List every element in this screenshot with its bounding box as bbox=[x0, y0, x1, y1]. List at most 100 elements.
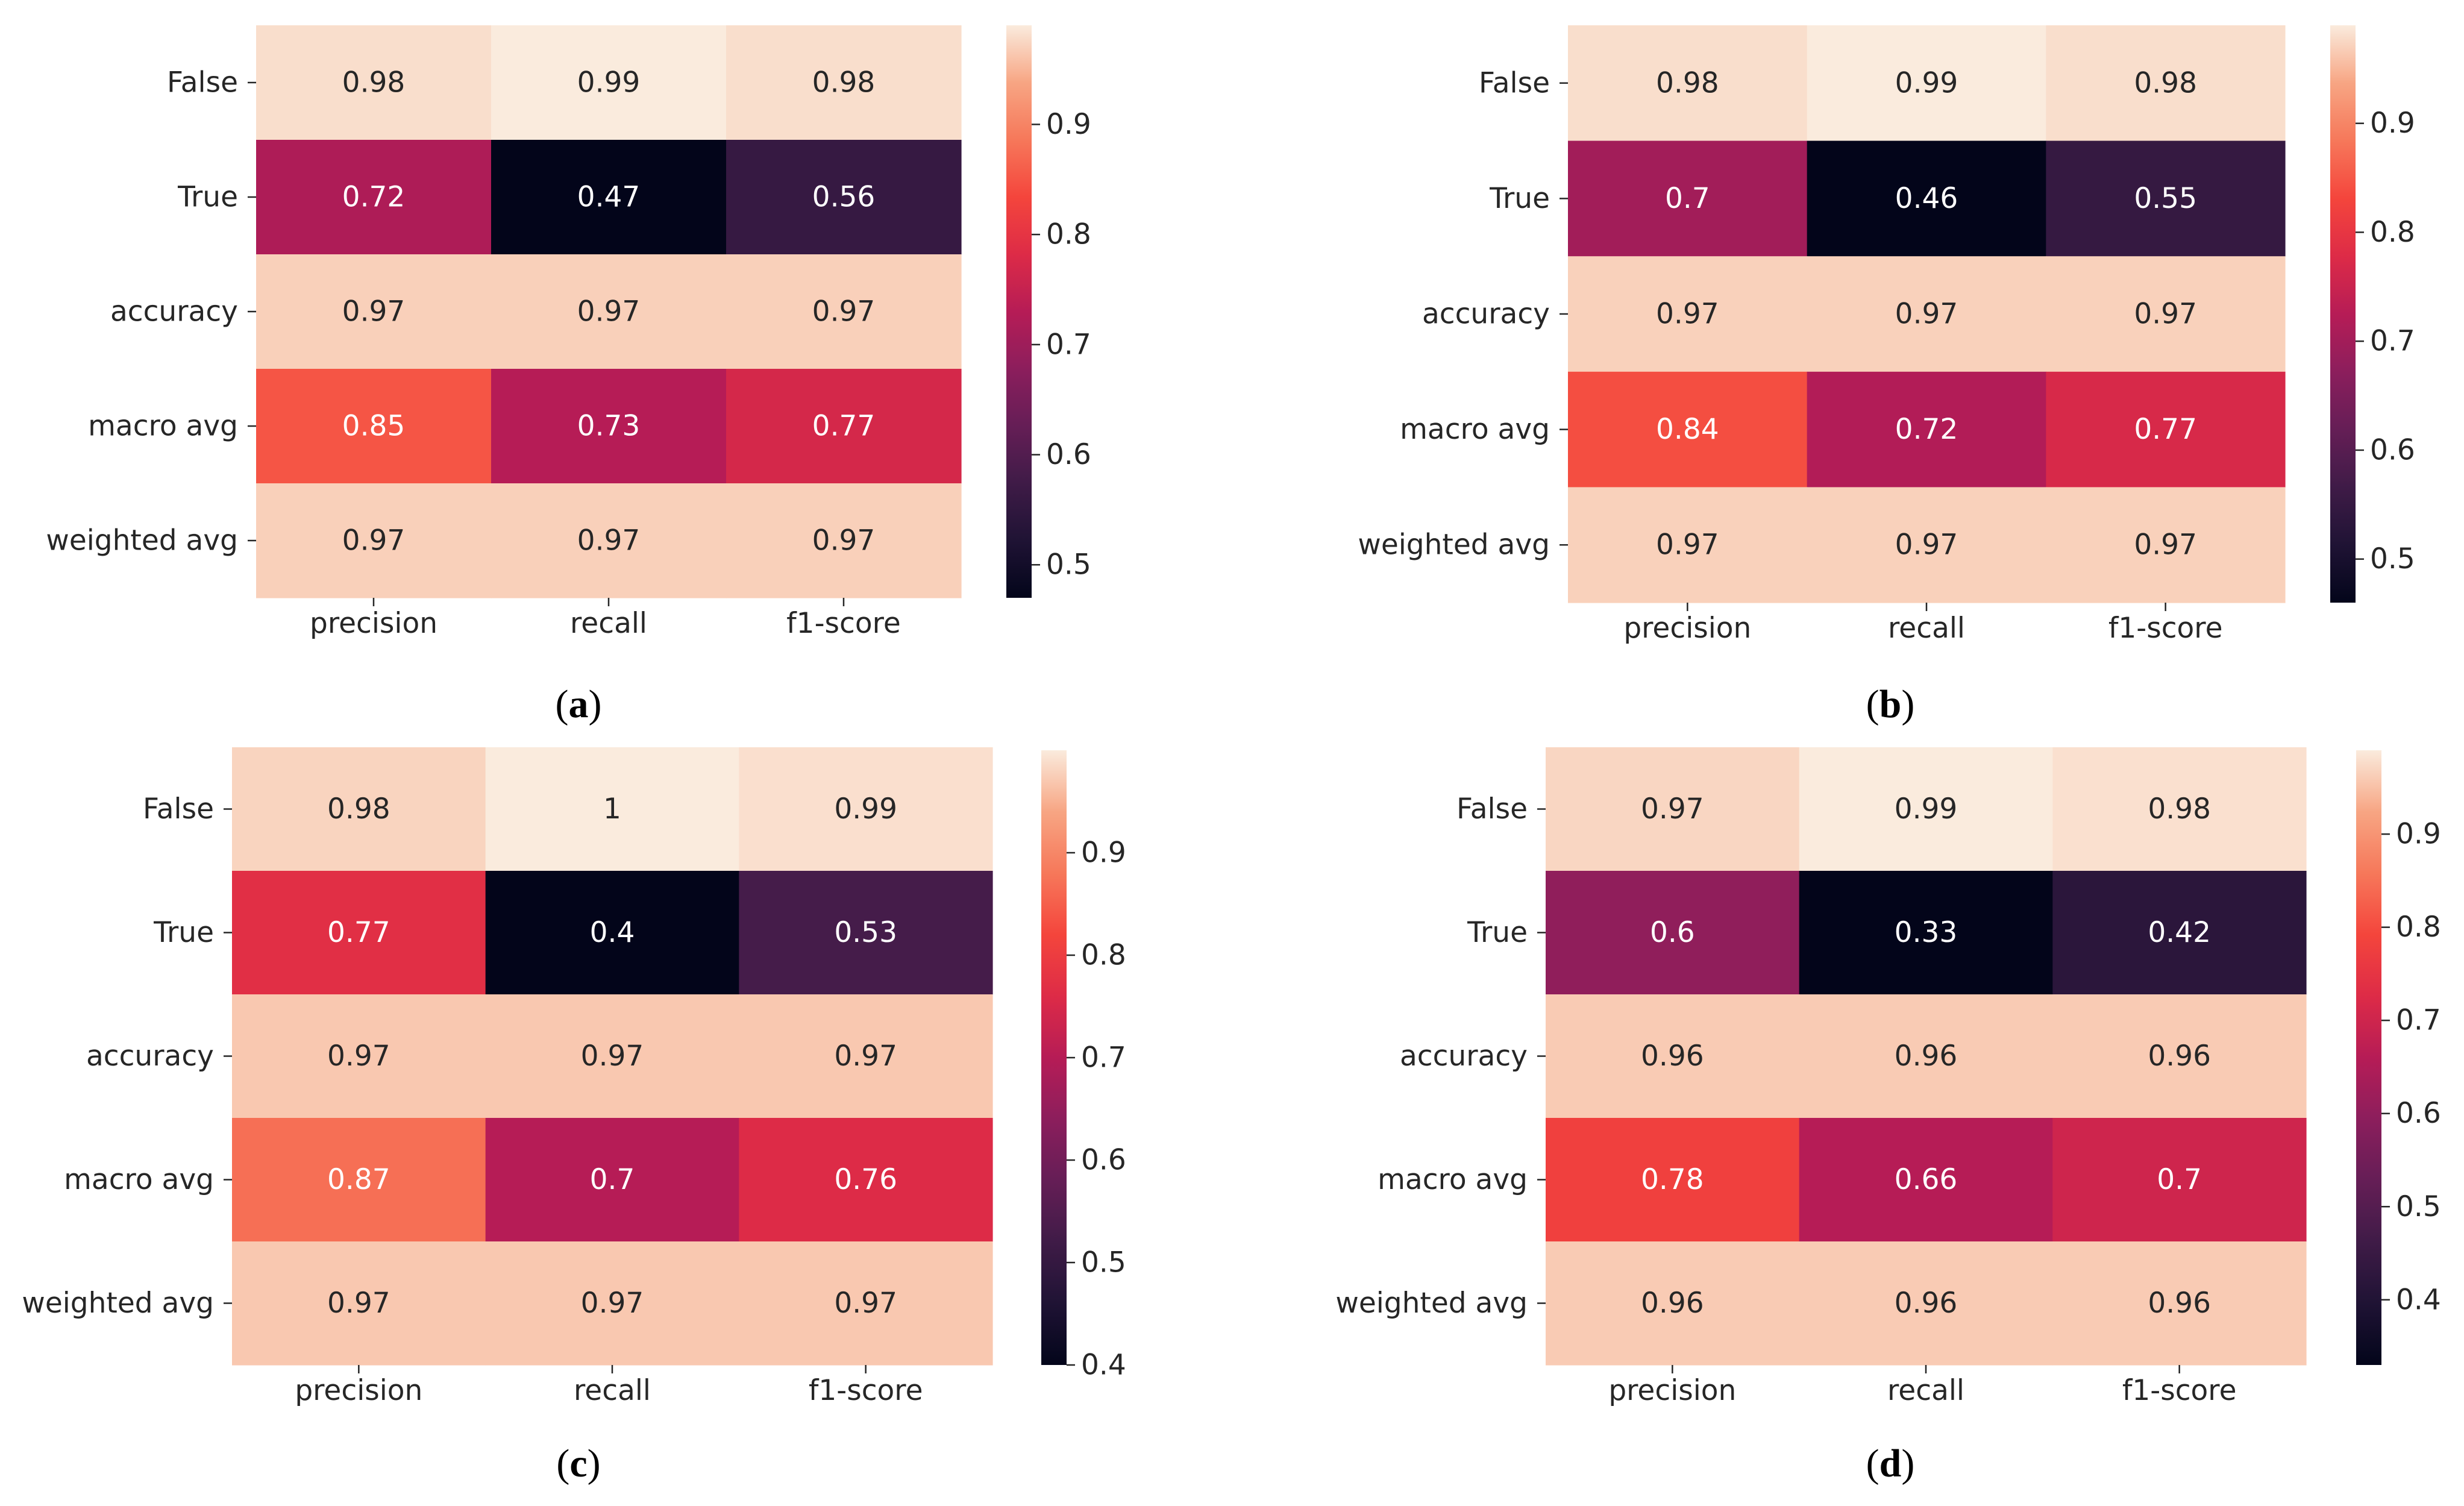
heatmap-cell bbox=[1807, 371, 2046, 488]
colorbar-tick-label: 0.4 bbox=[2396, 1283, 2441, 1316]
cell-value-label: 0.56 bbox=[812, 181, 876, 214]
cell-value-label: 0.78 bbox=[1641, 1163, 1704, 1196]
y-tick-label: False bbox=[167, 66, 238, 99]
cell-value-label: 0.99 bbox=[1895, 66, 1958, 99]
y-tick-label: True bbox=[153, 916, 214, 949]
colorbar-tick-label: 0.6 bbox=[2370, 433, 2415, 466]
cell-value-label: 0.97 bbox=[1656, 298, 1719, 331]
cell-value-label: 0.97 bbox=[834, 1287, 897, 1320]
heatmap-cell bbox=[256, 483, 492, 598]
heatmap-panel-a: 0.98 0.99 0.98 0.72 0.47 0.56 0.97 0.97 0.97 0.85… bbox=[46, 25, 1091, 726]
cell-value-label: 0.97 bbox=[1656, 529, 1719, 562]
heatmap-cell bbox=[726, 369, 962, 484]
heatmap-cell bbox=[739, 1118, 993, 1242]
cell-value-label: 0.53 bbox=[834, 916, 897, 949]
cell-value-label: 0.99 bbox=[1895, 792, 1958, 826]
panel-caption: (a) bbox=[556, 682, 602, 726]
heatmap-cell bbox=[1546, 1241, 1800, 1366]
heatmap-cell bbox=[485, 871, 739, 995]
x-tick-label: f1-score bbox=[2108, 612, 2223, 645]
cell-value-label: 0.96 bbox=[2148, 1287, 2211, 1320]
heatmap-cell bbox=[726, 140, 962, 255]
colorbar-tick-label: 0.9 bbox=[1046, 108, 1091, 141]
colorbar-tick-label: 0.7 bbox=[2370, 325, 2415, 358]
y-tick-label: weighted avg bbox=[22, 1287, 214, 1320]
heatmap-cell bbox=[1799, 1241, 2053, 1366]
colorbar bbox=[2356, 750, 2381, 1365]
heatmap-cell bbox=[1568, 256, 1808, 372]
cell-value-label: 0.72 bbox=[342, 181, 406, 214]
y-tick-label: True bbox=[1467, 916, 1528, 949]
cell-value-label: 0.96 bbox=[1895, 1287, 1958, 1320]
heatmap-panel-c: 0.98 1 0.99 0.77 0.4 0.53 0.97 0.97 0.97 0.87 0.7 0… bbox=[22, 747, 1126, 1486]
colorbar bbox=[1041, 750, 1067, 1365]
cell-value-label: 0.97 bbox=[327, 1040, 390, 1073]
x-tick-label: recall bbox=[1888, 612, 1965, 645]
cell-value-label: 0.33 bbox=[1895, 916, 1958, 949]
heatmap-cell bbox=[491, 369, 727, 484]
cell-value-label: 0.42 bbox=[2148, 916, 2211, 949]
heatmap-cell bbox=[485, 1241, 739, 1366]
heatmap-cell bbox=[2052, 871, 2307, 995]
y-tick-label: weighted avg bbox=[1358, 529, 1550, 562]
heatmap-cell bbox=[1807, 25, 2046, 142]
x-tick-label: recall bbox=[1887, 1374, 1964, 1407]
heatmap-cell bbox=[491, 483, 727, 598]
heatmap-panel-b: 0.98 0.99 0.98 0.7 0.46 0.55 0.97 0.97 0.97 0.84 0… bbox=[1358, 25, 2415, 726]
cell-value-label: 0.7 bbox=[2157, 1163, 2202, 1196]
cell-value-label: 0.96 bbox=[1641, 1040, 1704, 1073]
heatmap-cell bbox=[1546, 871, 1800, 995]
cell-value-label: 0.76 bbox=[834, 1163, 897, 1196]
panel-caption: (c) bbox=[556, 1442, 600, 1486]
heatmap-cell bbox=[2052, 1118, 2307, 1242]
panel-caption: (b) bbox=[1866, 682, 1915, 726]
heatmap-cell bbox=[491, 140, 727, 255]
heatmap-cell bbox=[739, 871, 993, 995]
cell-value-label: 0.97 bbox=[2134, 529, 2197, 562]
colorbar-tick-label: 0.9 bbox=[2396, 818, 2441, 851]
cell-value-label: 0.97 bbox=[812, 524, 876, 557]
heatmap-cell bbox=[739, 1241, 993, 1366]
cell-value-label: 1 bbox=[603, 792, 621, 826]
colorbar-tick-label: 0.7 bbox=[1081, 1041, 1126, 1075]
heatmap-cell bbox=[232, 871, 486, 995]
colorbar-tick-label: 0.6 bbox=[2396, 1097, 2441, 1130]
y-tick-label: False bbox=[143, 792, 214, 826]
heatmap-cell bbox=[739, 994, 993, 1119]
cell-value-label: 0.47 bbox=[577, 181, 641, 214]
heatmap-cell bbox=[256, 369, 492, 484]
cell-value-label: 0.98 bbox=[327, 792, 390, 826]
y-tick-label: accuracy bbox=[1400, 1040, 1528, 1073]
y-tick-label: weighted avg bbox=[46, 524, 238, 557]
cell-value-label: 0.97 bbox=[342, 295, 406, 328]
y-tick-label: False bbox=[1456, 792, 1528, 826]
cell-value-label: 0.87 bbox=[327, 1163, 390, 1196]
colorbar-tick-label: 0.5 bbox=[1046, 548, 1091, 582]
cell-value-label: 0.97 bbox=[812, 295, 876, 328]
x-tick-label: precision bbox=[295, 1374, 422, 1407]
cell-value-label: 0.66 bbox=[1895, 1163, 1958, 1196]
heatmap-cell bbox=[2046, 487, 2286, 603]
cell-value-label: 0.97 bbox=[1641, 792, 1704, 826]
cell-value-label: 0.97 bbox=[342, 524, 406, 557]
heatmap-cell bbox=[2052, 747, 2307, 871]
heatmap-cell bbox=[2046, 256, 2286, 372]
heatmap-cell bbox=[2046, 25, 2286, 142]
heatmap-cell bbox=[1799, 747, 2053, 871]
heatmap-cell bbox=[491, 254, 727, 369]
cell-value-label: 0.97 bbox=[2134, 298, 2197, 331]
heatmap-cell bbox=[232, 1241, 486, 1366]
cell-value-label: 0.98 bbox=[812, 66, 876, 99]
y-tick-label: weighted avg bbox=[1335, 1287, 1528, 1320]
heatmap-cell bbox=[1546, 747, 1800, 871]
heatmap-cell bbox=[1807, 256, 2046, 372]
cell-value-label: 0.46 bbox=[1895, 182, 1958, 215]
heatmap-cell bbox=[491, 25, 727, 140]
heatmap-cell bbox=[256, 254, 492, 369]
colorbar-tick-label: 0.6 bbox=[1081, 1144, 1126, 1177]
colorbar-tick-label: 0.4 bbox=[1081, 1349, 1126, 1382]
cell-value-label: 0.77 bbox=[2134, 413, 2197, 446]
cell-value-label: 0.97 bbox=[581, 1040, 644, 1073]
cell-value-label: 0.85 bbox=[342, 410, 406, 443]
heatmap-cell bbox=[1799, 871, 2053, 995]
